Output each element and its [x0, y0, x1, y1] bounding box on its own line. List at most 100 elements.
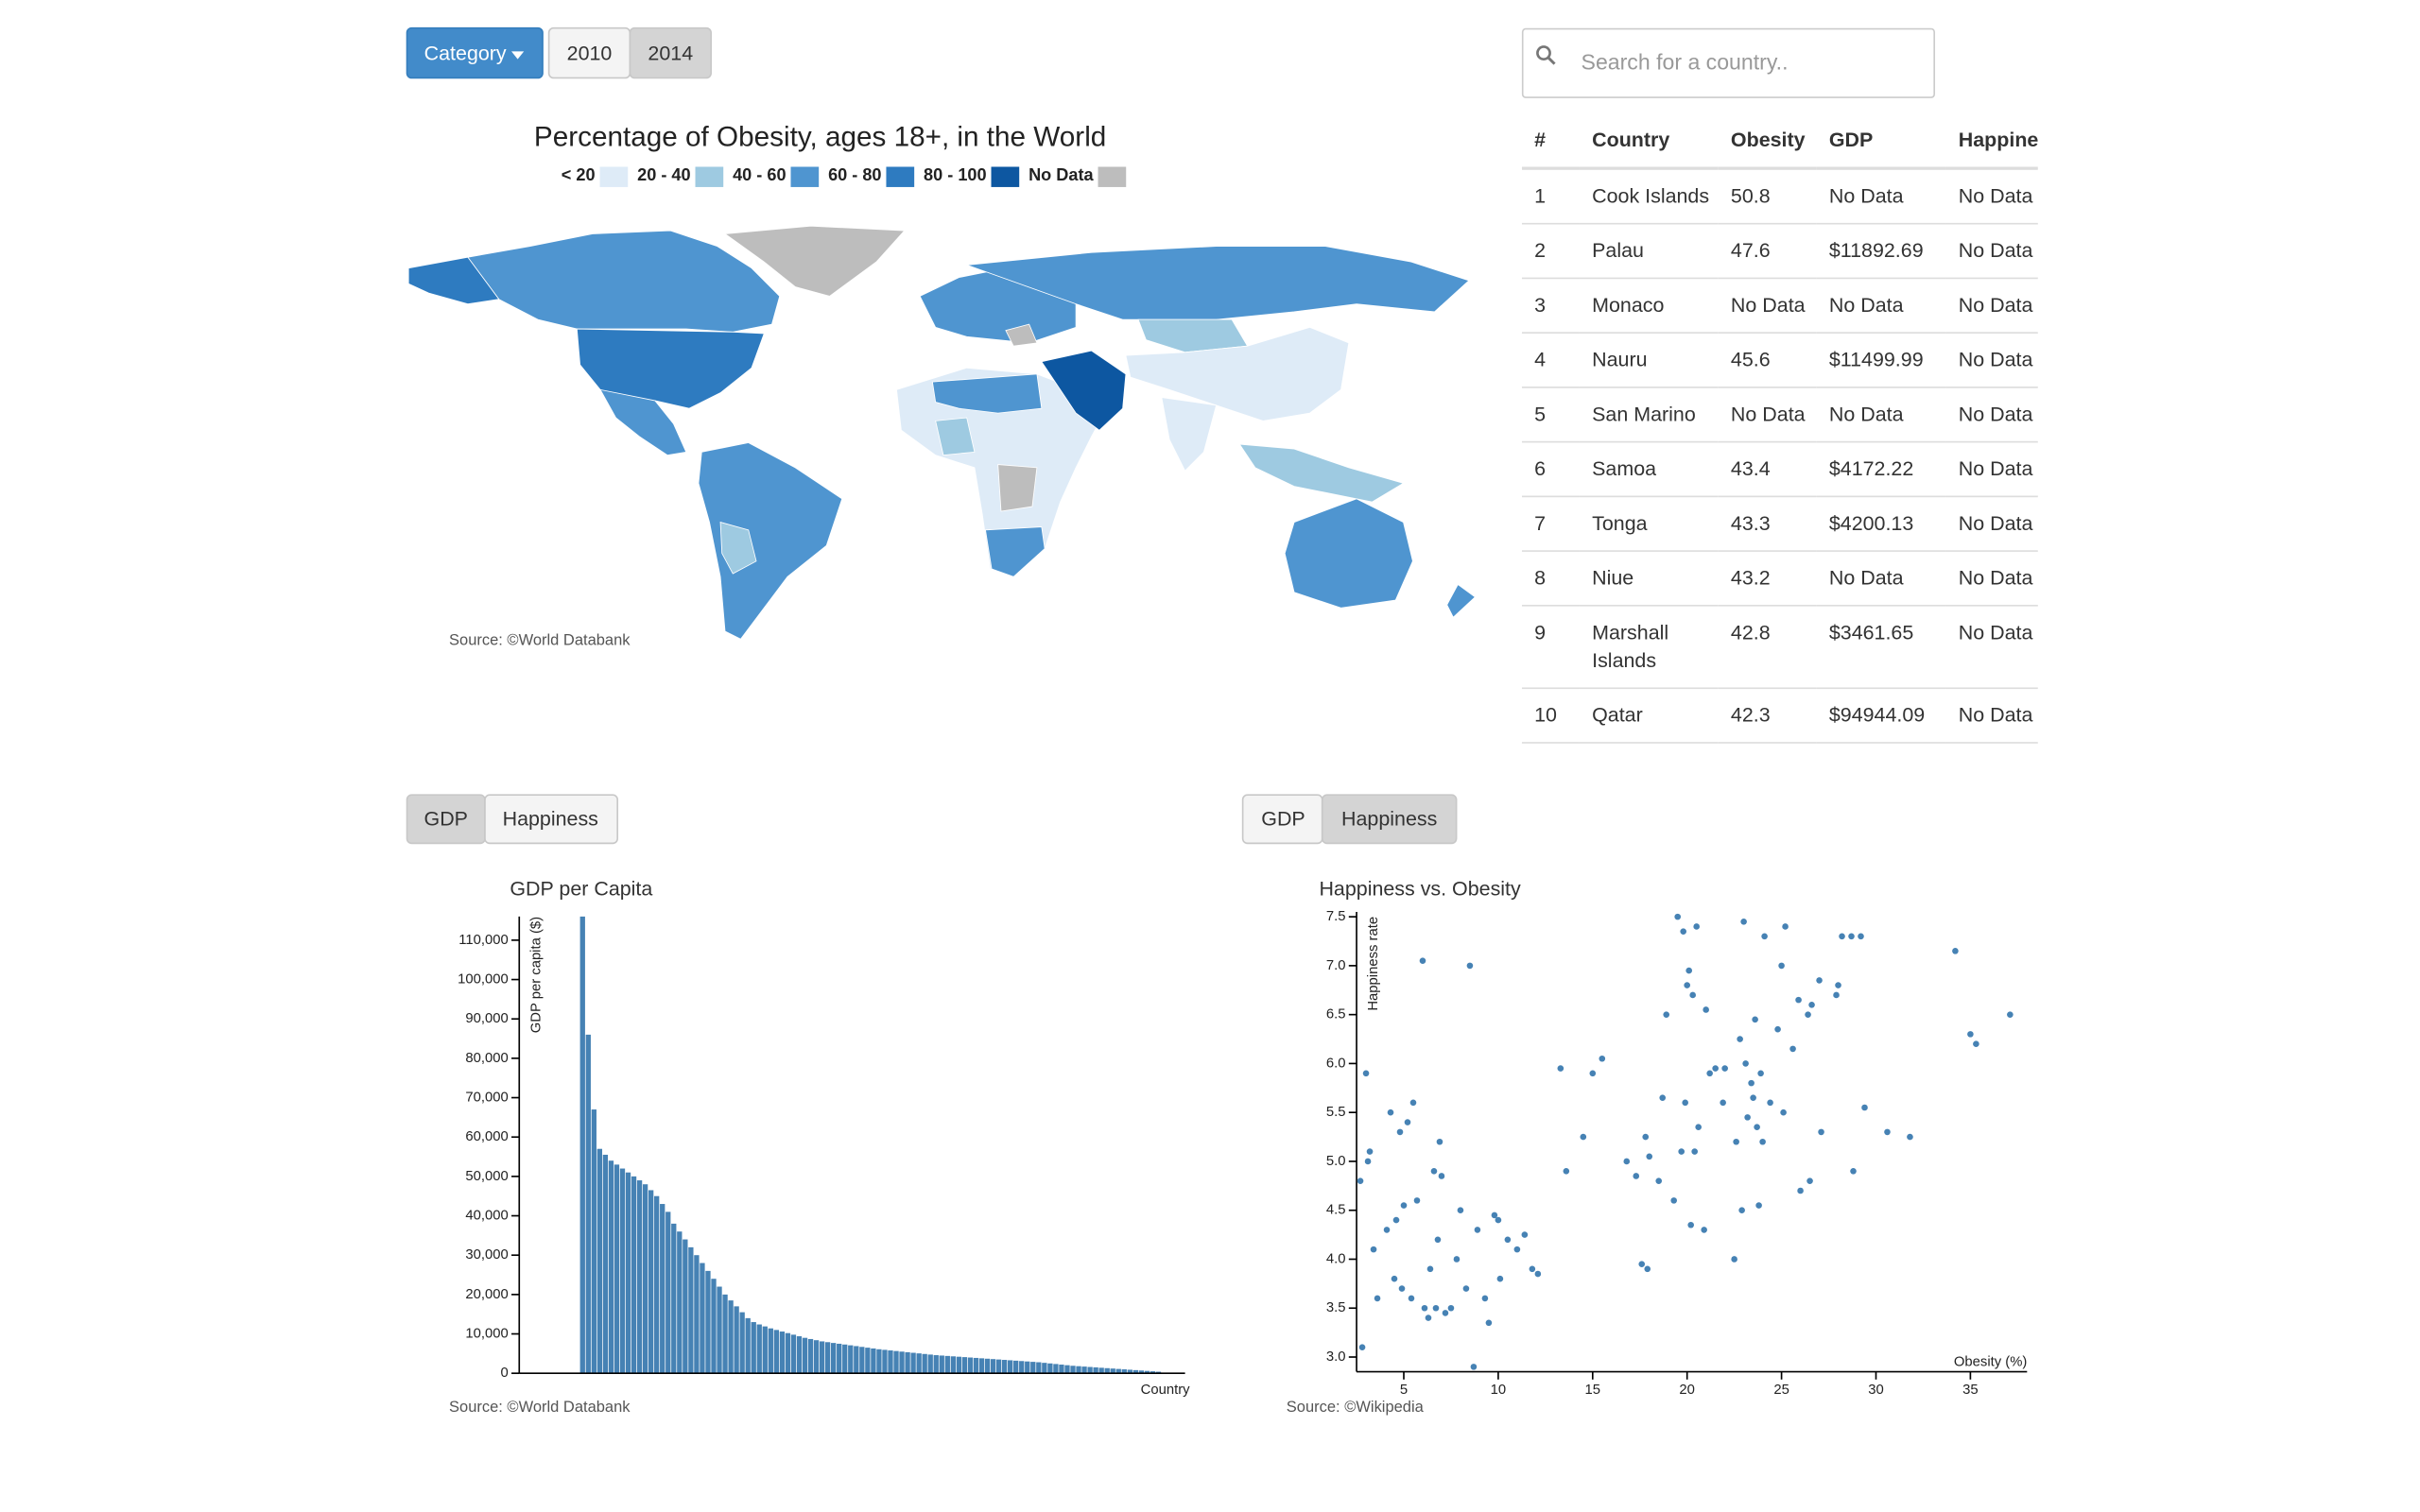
country	[966, 246, 1470, 320]
bar	[824, 1342, 831, 1374]
year-label[interactable]: 2014	[648, 42, 693, 64]
bar	[660, 1204, 666, 1374]
point	[1712, 1065, 1719, 1072]
toggle-label[interactable]: Happiness	[1341, 807, 1437, 830]
bar	[1019, 1361, 1025, 1374]
point	[1689, 991, 1696, 999]
bar	[1104, 1367, 1110, 1374]
bar	[927, 1354, 933, 1374]
point	[1691, 1148, 1698, 1155]
bar	[802, 1337, 808, 1374]
x-tick-label: 15	[1585, 1383, 1601, 1398]
toggle-label[interactable]: GDP	[1261, 807, 1305, 830]
table-head: #CountryObesityGDPHappiness	[1521, 113, 2038, 170]
point	[1447, 1304, 1455, 1312]
bar	[1070, 1366, 1076, 1374]
bar	[1008, 1360, 1013, 1374]
point	[1740, 919, 1747, 925]
column-header: GDP	[1816, 113, 1946, 170]
search-box[interactable]	[1521, 27, 1936, 98]
bar	[1138, 1370, 1145, 1374]
bar	[705, 1270, 711, 1374]
point	[1701, 1227, 1707, 1233]
y-tick-label: 3.0	[1326, 1349, 1346, 1365]
country	[931, 373, 1043, 414]
y-tick-label: 6.0	[1326, 1056, 1346, 1071]
table-cell: Samoa	[1579, 441, 1719, 498]
point	[1391, 1275, 1398, 1282]
bar	[790, 1334, 797, 1374]
bar	[796, 1336, 803, 1374]
toggle-button-active[interactable]	[1321, 794, 1458, 845]
year-button-active[interactable]	[629, 26, 712, 79]
bar	[1150, 1371, 1156, 1374]
y-tick-label: 5.0	[1326, 1154, 1346, 1169]
column-header: #	[1521, 113, 1580, 170]
y-tick-label: 60,000	[465, 1129, 508, 1144]
bar	[722, 1294, 728, 1374]
point	[1731, 1256, 1737, 1263]
table-cell: $4172.22	[1816, 441, 1946, 498]
point	[1754, 1124, 1760, 1131]
point	[1674, 913, 1682, 920]
point	[1563, 1168, 1570, 1175]
point	[1973, 1040, 1979, 1048]
toggle-label[interactable]: Happiness	[503, 807, 598, 830]
category-button[interactable]	[406, 26, 544, 79]
bar	[1036, 1362, 1042, 1374]
search-placeholder[interactable]: Search for a country..	[1582, 50, 1789, 75]
legend-swatch	[599, 166, 629, 187]
bar	[956, 1356, 962, 1374]
table-cell: Nauru	[1579, 333, 1719, 388]
toggle-button[interactable]	[484, 794, 619, 845]
bar	[1047, 1363, 1053, 1374]
category-label[interactable]: Category	[424, 42, 507, 64]
table-cell: $94944.09	[1816, 688, 1946, 744]
y-tick-label: 30,000	[465, 1247, 508, 1263]
table-container: #CountryObesityGDPHappiness1Cook Islands…	[1521, 113, 2038, 744]
point	[1797, 1187, 1804, 1194]
point	[1485, 1319, 1493, 1327]
point	[1364, 1158, 1372, 1165]
table-cell: $4200.13	[1816, 496, 1946, 552]
y-tick-label: 7.0	[1326, 958, 1346, 973]
point	[1780, 1108, 1787, 1116]
bar	[591, 1109, 596, 1374]
table-cell: No Data	[1945, 387, 2038, 443]
bar	[614, 1164, 620, 1374]
bar	[596, 1148, 603, 1374]
bar	[831, 1343, 837, 1374]
bar	[842, 1344, 848, 1374]
toggle-label[interactable]: GDP	[424, 807, 468, 830]
bar	[654, 1195, 660, 1374]
point	[1623, 1158, 1631, 1165]
point	[1721, 1065, 1728, 1072]
table-cell: Palau	[1579, 223, 1719, 280]
point	[1432, 1304, 1440, 1312]
point	[1529, 1265, 1536, 1273]
table-cell: 9	[1521, 605, 1580, 690]
bar	[688, 1246, 694, 1374]
point	[1759, 1138, 1766, 1145]
bar	[848, 1345, 854, 1374]
point	[1789, 1045, 1796, 1053]
column-header: Happiness	[1945, 113, 2038, 170]
bar	[819, 1341, 825, 1374]
point	[1907, 1133, 1913, 1141]
table-cell: No Data	[1816, 168, 1946, 225]
point	[1366, 1148, 1374, 1155]
point	[1818, 1128, 1824, 1136]
bar	[677, 1231, 683, 1374]
table-cell: 42.3	[1718, 688, 1817, 744]
bar	[773, 1330, 780, 1374]
year-label[interactable]: 2010	[567, 42, 613, 64]
y-tick-label: 70,000	[465, 1090, 508, 1105]
bar	[807, 1338, 814, 1374]
bar	[711, 1279, 717, 1374]
bar	[1127, 1369, 1132, 1374]
point	[1400, 1202, 1408, 1209]
table-row: 9 Marshall Islands 42.8 $3461.65 No Data	[1521, 605, 2038, 690]
bar	[916, 1353, 922, 1374]
y-axis-label: GDP per capita ($)	[528, 917, 544, 1033]
